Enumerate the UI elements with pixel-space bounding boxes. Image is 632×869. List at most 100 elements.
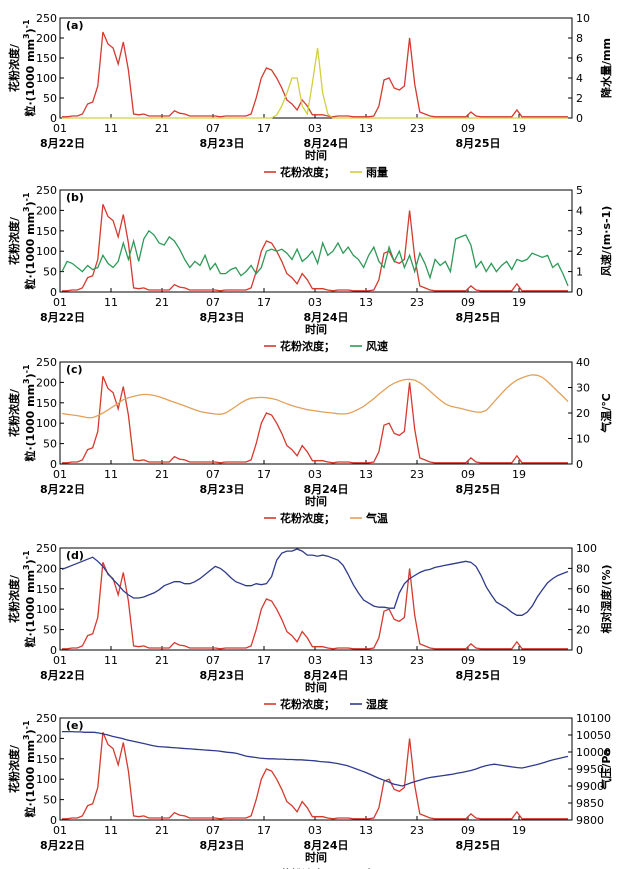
chart-panel: 0 50 100 150 200 250 0 20 40 60 80 100 01 11 21 07 17 03 1…: [7, 542, 613, 711]
plot-frame: [59, 547, 573, 651]
y-tick-label: 150: [36, 753, 57, 766]
x-tick-label: 03: [308, 468, 322, 481]
date-label: 8月23日: [200, 311, 245, 324]
x-tick-label: 21: [155, 654, 169, 667]
y2-tick-label: 1: [576, 266, 583, 279]
x-tick-label: 07: [206, 122, 220, 135]
x-tick-label: 03: [308, 122, 322, 135]
right-axis-label-text: 风速/(m·s-1): [599, 206, 613, 276]
left-axis-label-end: ): [24, 28, 37, 33]
x-tick-label: 23: [410, 122, 424, 135]
x-tick-label: 01: [53, 122, 67, 135]
series-line: [61, 229, 569, 287]
y-tick-label: 100: [36, 417, 57, 430]
y-tick-label: 200: [36, 562, 57, 575]
date-label: 8月23日: [200, 839, 245, 852]
y-tick-label: 150: [36, 583, 57, 596]
x-tick-label: 03: [308, 296, 322, 309]
x-tick-label: 03: [308, 824, 322, 837]
x-tick-label: 19: [512, 824, 526, 837]
right-axis-label: 风速/(m·s-1): [599, 206, 613, 276]
series-line: [62, 204, 568, 292]
panel-label: (b): [66, 191, 84, 204]
left-axis-label-line2: 粒·(1000 mm3)-1: [22, 364, 37, 462]
y-tick-label: 250: [36, 184, 57, 197]
chart-panel: 0 50 100 150 200 250 0 2 4 6 8 10 01 11 21 07 17 03 13 23 09…: [7, 12, 613, 179]
y-tick-label: 50: [43, 794, 57, 807]
plot-frame: [59, 17, 573, 119]
y2-tick-label: 30: [576, 382, 590, 395]
chart-panel: 0 50 100 150 200 250 9800 9850 9900 9950 10000 1005…: [7, 712, 613, 869]
left-axis-label: 花粉浓度/粒·(1000 mm3)-1: [7, 720, 37, 818]
left-axis-label: 花粉浓度/粒·(1000 mm3)-1: [7, 550, 37, 648]
date-label: 8月25日: [456, 311, 501, 324]
x-tick-label: 11: [104, 468, 118, 481]
y-tick-label: 0: [50, 458, 57, 471]
date-label: 8月23日: [200, 137, 245, 150]
date-label: 8月25日: [456, 669, 501, 682]
y-tick-label: 200: [36, 204, 57, 217]
x-tick-label: 23: [410, 824, 424, 837]
x-axis-label: 时间: [305, 322, 327, 336]
date-label: 8月24日: [304, 669, 349, 682]
legend-label: 花粉浓度；: [280, 867, 335, 869]
x-tick-label: 07: [206, 654, 220, 667]
left-axis-label-sup: 3: [22, 378, 31, 384]
y-tick-label: 50: [43, 438, 57, 451]
panel-label: (e): [66, 719, 84, 732]
left-axis-label-unit: 粒·(1000 mm: [23, 740, 37, 818]
x-tick-label: 21: [155, 468, 169, 481]
x-tick-label: 09: [461, 296, 475, 309]
y-tick-label: 250: [36, 712, 57, 725]
x-axis-label: 时间: [305, 850, 327, 864]
plot-frame: [59, 717, 573, 821]
left-axis-label-unit: 粒·(1000 mm: [23, 212, 37, 290]
chart-panel: 0 50 100 150 200 250 0 10 20 30 40 01 11 21 07 17 03 13 23…: [7, 356, 613, 525]
right-axis-label-text: 相对湿度/(%): [599, 564, 613, 633]
y2-tick-label: 10: [576, 433, 590, 446]
x-tick-label: 19: [512, 468, 526, 481]
x-axis-label: 时间: [305, 494, 327, 508]
left-axis-label-sup2: -1: [22, 550, 31, 559]
date-label: 8月22日: [40, 311, 85, 324]
x-axis-label: 时间: [305, 148, 327, 162]
legend-label: 花粉浓度；: [280, 339, 335, 353]
series-line: [62, 31, 568, 118]
x-tick-label: 17: [257, 654, 271, 667]
y2-tick-label: 9850: [576, 797, 604, 810]
y2-tick-label: 10100: [576, 712, 611, 725]
y2-tick-label: 100: [576, 542, 597, 555]
x-tick-label: 01: [53, 296, 67, 309]
x-tick-label: 01: [53, 468, 67, 481]
x-tick-label: 19: [512, 122, 526, 135]
panel-label: (a): [66, 19, 83, 32]
left-axis-label-sup2: -1: [22, 192, 31, 201]
y-tick-label: 50: [43, 266, 57, 279]
y2-tick-label: 0: [576, 112, 583, 125]
right-axis-label-text: 气压/Pa: [599, 748, 613, 790]
left-axis-label: 花粉浓度/粒·(1000 mm3)-1: [7, 364, 37, 462]
left-axis-label-sup: 3: [22, 33, 31, 39]
left-axis-label-unit: 粒·(1000 mm: [23, 570, 37, 648]
y2-tick-label: 10050: [576, 729, 611, 742]
x-tick-label: 03: [308, 654, 322, 667]
y-tick-label: 250: [36, 12, 57, 25]
left-axis-label: 花粉浓度/粒·(1000 mm3)-1: [7, 19, 37, 117]
left-axis-label-line1: 花粉浓度/: [7, 216, 21, 265]
x-tick-label: 09: [461, 824, 475, 837]
legend-label: 气温: [365, 511, 388, 525]
legend-label: 雨量: [366, 166, 388, 179]
left-axis-label-line2: 粒·(1000 mm3)-1: [22, 720, 37, 818]
y-tick-label: 0: [50, 644, 57, 657]
y-tick-label: 100: [36, 245, 57, 258]
x-tick-label: 13: [359, 824, 373, 837]
legend-label: 风速: [366, 339, 388, 353]
date-label: 8月22日: [40, 137, 85, 150]
x-tick-label: 23: [410, 296, 424, 309]
y-tick-label: 250: [36, 542, 57, 555]
y2-tick-label: 5: [576, 184, 583, 197]
x-tick-label: 01: [53, 654, 67, 667]
series-line: [61, 548, 569, 616]
x-tick-label: 21: [155, 122, 169, 135]
series-line: [62, 562, 568, 650]
